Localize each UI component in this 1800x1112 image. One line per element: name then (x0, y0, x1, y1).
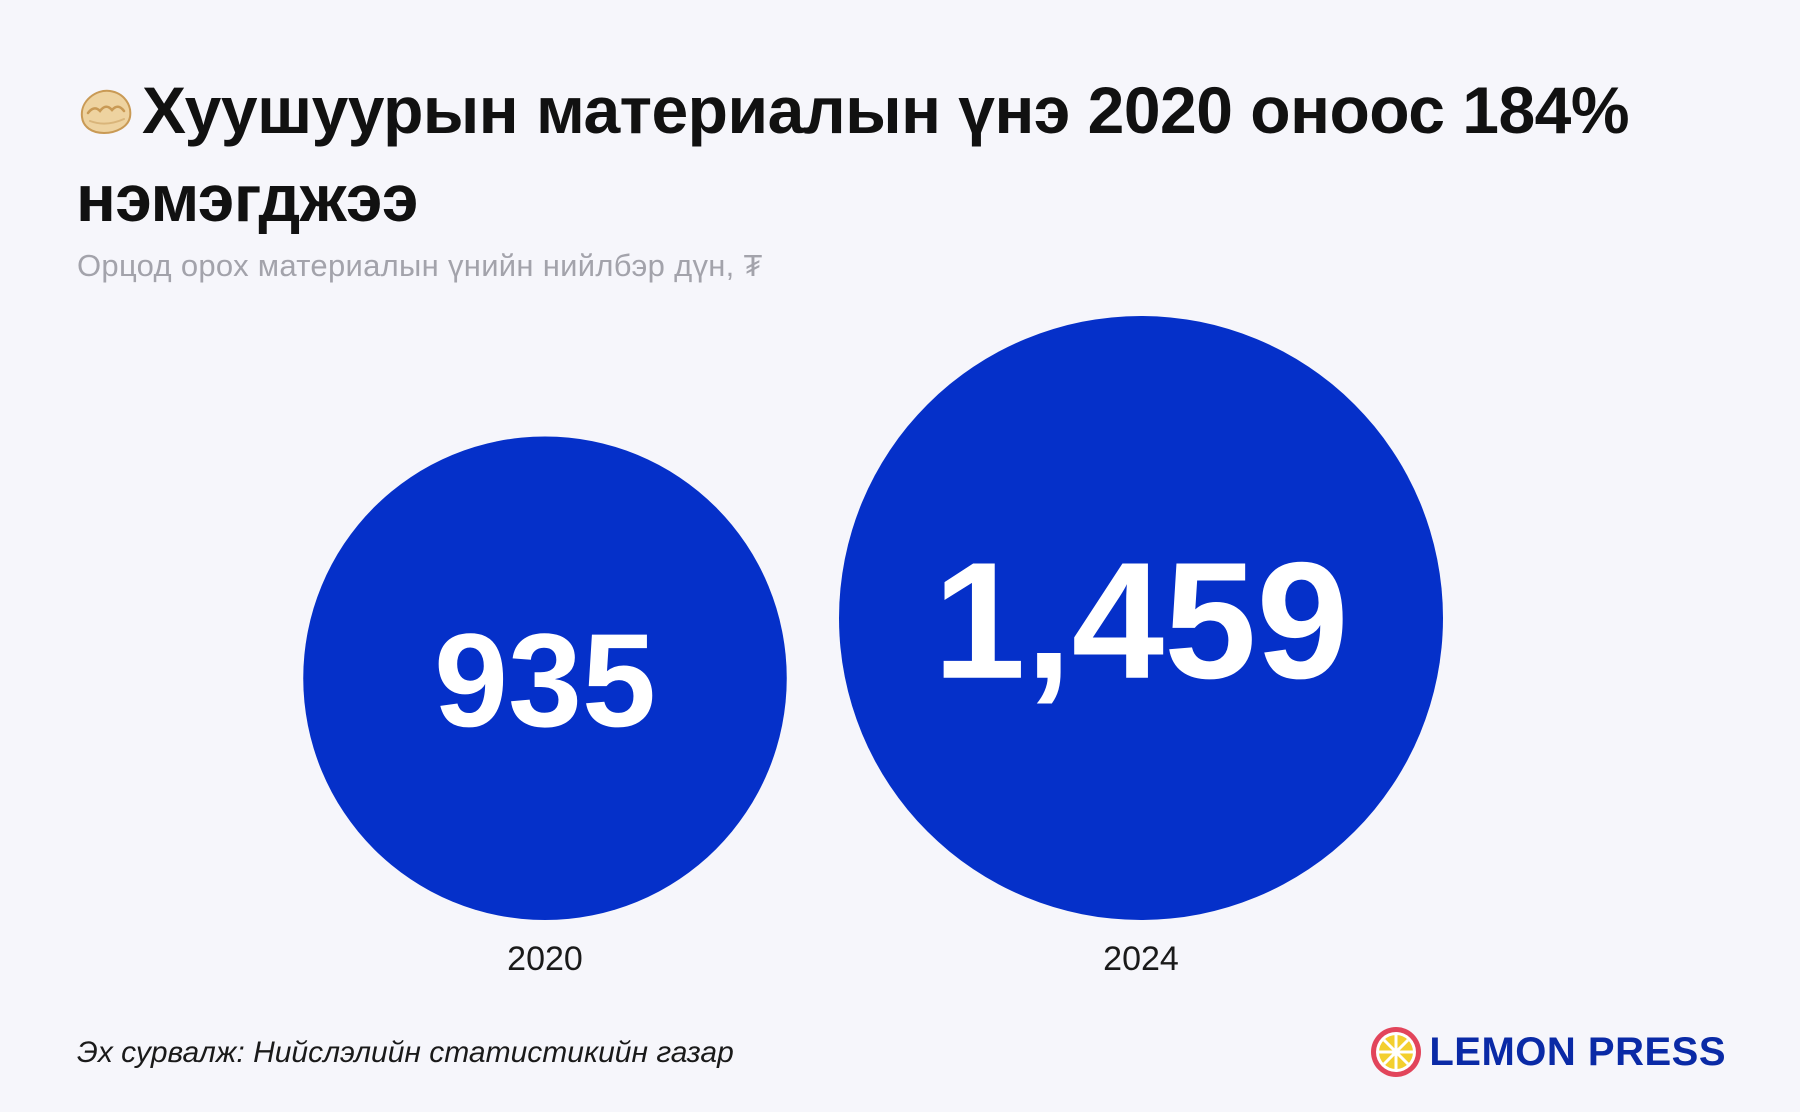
bubble-value-label: 1,459 (933, 529, 1349, 714)
chart-title-text: Хуушуурын материалын үнэ 2020 оноос 184%… (76, 73, 1630, 235)
source-note: Эх сурвалж: Нийслэлийн статистикийн газа… (77, 1036, 734, 1069)
bubble-2020 (303, 436, 787, 920)
bubble-value-label: 935 (434, 607, 656, 755)
lemon-slice-icon (1371, 1027, 1422, 1077)
logo-text: LEMON PRESS (1429, 1029, 1726, 1074)
bubble-layer: 935 2020 1,459 2024 (303, 316, 1443, 978)
bubble-2024 (839, 316, 1443, 920)
category-label: 2020 (507, 940, 583, 978)
category-label: 2024 (1103, 940, 1179, 978)
dumpling-icon (80, 89, 132, 135)
chart-subtitle: Орцод орох материалын үнийн нийлбэр дүн,… (77, 248, 763, 283)
chart-title: Хуушуурын материалын үнэ 2020 оноос 184%… (76, 66, 1676, 242)
lemon-press-logo: LEMON PRESS (1369, 1024, 1726, 1080)
